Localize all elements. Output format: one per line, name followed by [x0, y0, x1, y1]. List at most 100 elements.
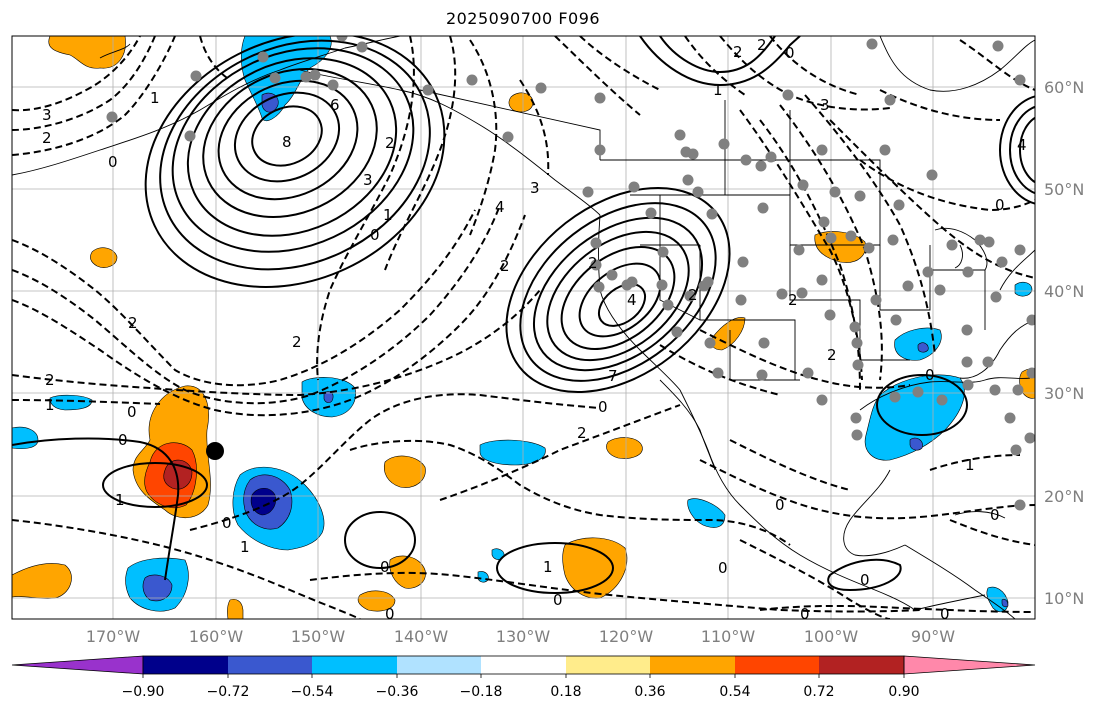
warm-region-nw	[48, 36, 126, 69]
coastlines	[12, 36, 1035, 619]
colorbar-segment	[819, 656, 904, 674]
colorbar-extend-low	[11, 655, 144, 675]
warm-region-southwest	[12, 563, 72, 599]
contour-label: 2	[128, 314, 138, 332]
map-frame	[11, 35, 1036, 620]
contour-label: 2	[688, 286, 698, 304]
colorbar-extend-high	[903, 655, 1036, 675]
contour-label: 4	[495, 198, 505, 216]
contour-label: 1	[543, 558, 553, 576]
contour-label: 2	[500, 257, 510, 275]
contour-label: 2	[292, 333, 302, 351]
contour-label: 2	[385, 134, 395, 152]
longitude-label: 100°W	[804, 627, 859, 646]
contour-label: 7	[608, 367, 618, 385]
contour-label: 2	[577, 424, 587, 442]
contour-label: 0	[990, 506, 1000, 524]
longitude-label: 140°W	[394, 627, 449, 646]
colorbar-tick-label: −0.54	[291, 684, 334, 700]
contour-label: 2	[42, 129, 52, 147]
contour-label: 0	[108, 153, 118, 171]
contour-label: 0	[860, 571, 870, 589]
map-title: 2025090700 F096	[445, 9, 601, 28]
longitude-label: 160°W	[189, 627, 244, 646]
contour-label: 0	[385, 605, 395, 623]
graticule	[12, 36, 1035, 619]
latitude-label: 30°N	[1044, 384, 1084, 403]
colorbar-tick-label: 0.36	[634, 684, 665, 700]
contour-label: 0	[718, 559, 728, 577]
colorbar-segment	[650, 656, 735, 674]
contour-label: 3	[820, 96, 830, 114]
contour-label: 0	[553, 591, 563, 609]
contour-label: 0	[940, 605, 950, 623]
contour-label: 0	[118, 431, 128, 449]
contour-label: 1	[240, 538, 250, 556]
colorbar-tick-label: 0.90	[888, 684, 919, 700]
contour-label: 2	[733, 43, 743, 61]
contour-label: 6	[330, 96, 340, 114]
contour-label: 0	[127, 403, 137, 421]
contour-label: 2	[788, 291, 798, 309]
latitude-labels: 60°N 50°N 40°N 30°N 20°N 10°N	[1044, 78, 1084, 608]
colorbar-tick-label: 0.54	[719, 684, 750, 700]
latitude-label: 40°N	[1044, 282, 1084, 301]
longitude-label: 90°W	[911, 627, 955, 646]
contour-labels: 3 2 0 1 6 8 3 2 1 0 2 2 2 1 0 0 1 0 1 0 …	[42, 36, 1027, 623]
longitude-labels: 170°W 160°W 150°W 140°W 130°W 120°W 110°…	[86, 627, 955, 646]
contour-label: 1	[713, 81, 723, 99]
contour-label: 1	[115, 491, 125, 509]
contour-label: 1	[150, 89, 160, 107]
contour-label: 1	[45, 396, 55, 414]
colorbar-tick-label: 0.72	[803, 684, 834, 700]
colorbar-labels: −0.90 −0.72 −0.54 −0.36 −0.18 0.18 0.36 …	[122, 684, 920, 700]
contour-label: 1	[383, 206, 393, 224]
contour-label: 0	[995, 196, 1005, 214]
contour-label: 2	[827, 346, 837, 364]
contour-label: 4	[1017, 136, 1027, 154]
contour-label: 0	[370, 226, 380, 244]
contour-label: 0	[800, 605, 810, 623]
solid-contours	[12, 36, 1035, 594]
longitude-label: 120°W	[599, 627, 654, 646]
colorbar-segment	[228, 656, 312, 674]
colorbar-tick-label: −0.72	[207, 684, 250, 700]
map-area: 3 2 0 1 6 8 3 2 1 0 2 2 2 1 0 0 1 0 1 0 …	[12, 36, 1035, 623]
colorbar-tick-label: −0.36	[376, 684, 419, 700]
latitude-label: 50°N	[1044, 180, 1084, 199]
contour-label: 1	[965, 456, 975, 474]
colorbar-tick-label: −0.18	[460, 684, 503, 700]
contour-label: 4	[627, 291, 637, 309]
contour-label: 3	[42, 106, 52, 124]
contour-label: 2	[588, 254, 598, 272]
colorbar-tick-label: 0.18	[550, 684, 581, 700]
latitude-label: 20°N	[1044, 487, 1084, 506]
contour-label: 0	[775, 496, 785, 514]
contour-label: 0	[222, 514, 232, 532]
contour-label: 2	[757, 36, 767, 54]
contour-label: 3	[363, 171, 373, 189]
colorbar-segment	[143, 656, 228, 674]
contour-label: 0	[380, 558, 390, 576]
longitude-label: 110°W	[701, 627, 756, 646]
contour-label: 2	[45, 371, 55, 389]
contour-label: 8	[282, 133, 292, 151]
latitude-label: 60°N	[1044, 78, 1084, 97]
colorbar-segment	[735, 656, 819, 674]
colorbar-segment	[566, 656, 650, 674]
contour-label: 0	[598, 398, 608, 416]
contour-label: 3	[530, 179, 540, 197]
colorbar-segment	[312, 656, 397, 674]
colorbar-frame	[142, 655, 905, 675]
station-markers	[106, 36, 1035, 511]
longitude-label: 150°W	[291, 627, 346, 646]
longitude-label: 170°W	[86, 627, 141, 646]
colorbar-segment	[481, 656, 566, 674]
contour-label: 0	[785, 44, 795, 62]
highlighted-station	[206, 442, 224, 460]
colorbar-tick-label: −0.90	[122, 684, 165, 700]
longitude-label: 130°W	[496, 627, 551, 646]
colorbar-segment	[397, 656, 481, 674]
colorbar	[11, 655, 1036, 678]
